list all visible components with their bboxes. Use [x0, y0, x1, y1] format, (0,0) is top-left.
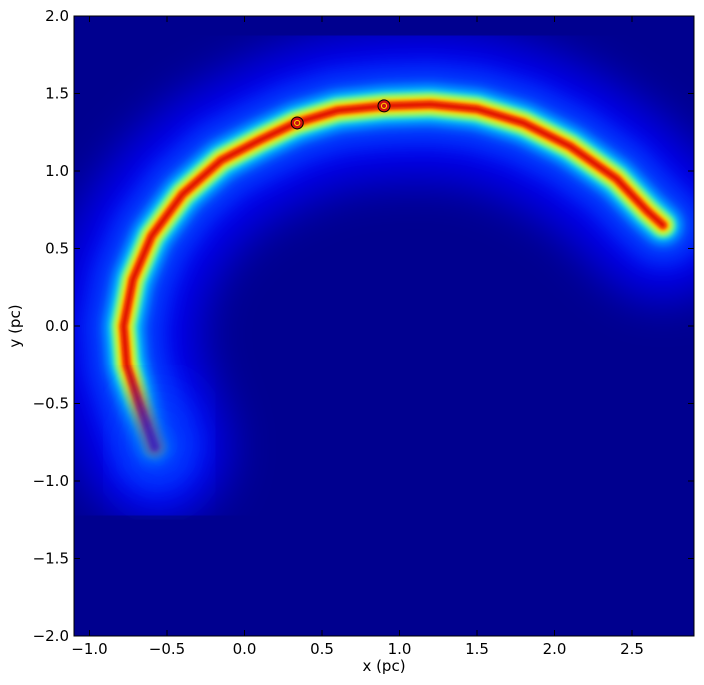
marker-outer-circle [377, 99, 391, 113]
x-axis-label: x (pc) [362, 657, 405, 675]
x-tick-label: 2.5 [620, 640, 644, 658]
y-tick-label: −1.5 [33, 550, 69, 568]
y-axis-label: y (pc) [6, 304, 24, 347]
markers [290, 99, 391, 130]
x-tick-label: 0.5 [310, 640, 334, 658]
x-tick-label: 0.0 [233, 640, 257, 658]
marker-outer-circle [290, 116, 304, 130]
x-tick-label: −0.5 [149, 640, 185, 658]
y-tick-label: −0.5 [33, 395, 69, 413]
y-tick-label: 0.5 [45, 240, 69, 258]
marker-point [290, 116, 304, 130]
y-tick-label: 1.5 [45, 85, 69, 103]
tail-glow [119, 387, 200, 498]
y-axis-ticks: 2.0 1.5 1.0 0.5 0.0 −0.5 −1.0 −1.5 −2.0 [33, 7, 694, 645]
y-tick-label: 1.0 [45, 162, 69, 180]
x-tick-label: 1.0 [388, 640, 412, 658]
y-tick-label: −2.0 [33, 627, 69, 645]
y-tick-label: −1.0 [33, 472, 69, 490]
marker-inner-ring [380, 102, 388, 110]
plot-area [74, 16, 694, 636]
x-tick-label: 1.5 [465, 640, 489, 658]
x-tick-label: 2.0 [543, 640, 567, 658]
marker-inner-ring [294, 119, 301, 127]
x-axis-ticks: −1.0 −0.5 0.0 0.5 1.0 1.5 2.0 2.5 [71, 16, 644, 658]
marker-point [377, 99, 391, 113]
y-tick-label: 2.0 [45, 7, 69, 25]
x-tick-label: −1.0 [71, 640, 107, 658]
y-tick-label: 0.0 [45, 317, 69, 335]
